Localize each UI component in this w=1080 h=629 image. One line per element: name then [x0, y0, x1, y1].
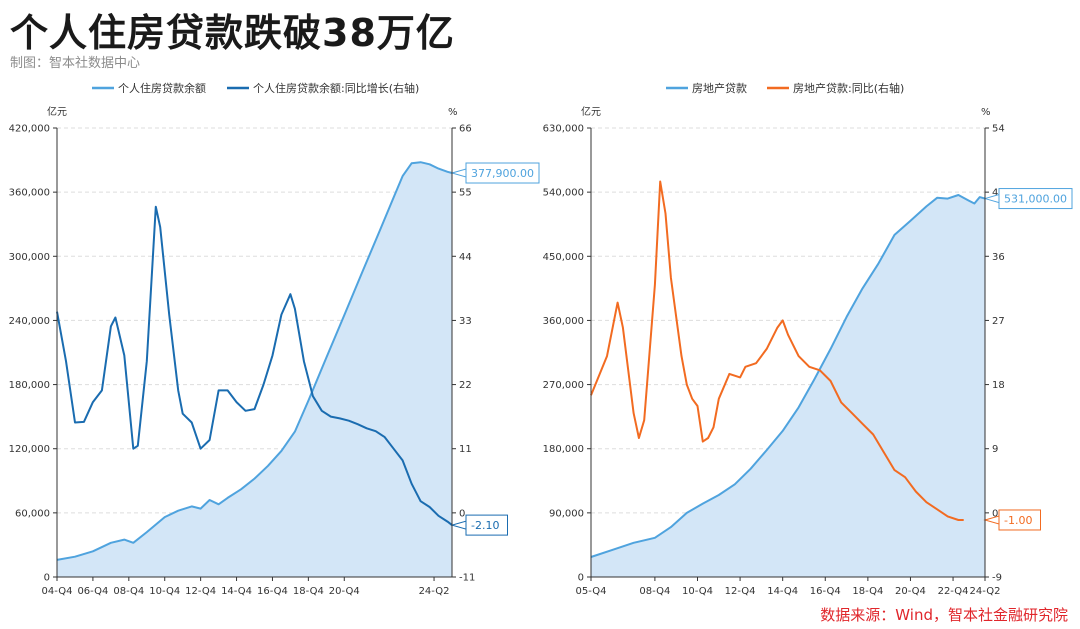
chart2-x-tick-label: 16-Q4: [810, 586, 841, 597]
chart2-x-tick-label: 14-Q4: [767, 586, 798, 597]
chart1-y-right-tick-label: 33: [459, 316, 472, 327]
chart2-x-tick-label: 08-Q4: [639, 586, 670, 597]
chart1-series-2-line: [56, 205, 453, 526]
chart1-y-left-tick-label: 300,000: [9, 252, 50, 263]
chart2-right-unit: %: [981, 107, 991, 118]
chart1-y-right-tick-label: 22: [459, 380, 472, 391]
chart1-legend-label-2: 个人住房贷款余额:同比增长(右轴): [253, 81, 419, 95]
chart1-x-tick-label: 24-Q2: [419, 586, 450, 597]
chart1-series-1-line: [56, 161, 453, 561]
chart1-y-left-tick-label: 360,000: [9, 188, 50, 199]
chart2-y-right-tick-label: 54: [992, 124, 1005, 135]
chart2-y-left-tick-label: 90,000: [549, 508, 584, 519]
page-subtitle: 制图：智本社数据中心: [10, 56, 141, 71]
chart2-series-1-callout-box: [998, 188, 1073, 210]
chart1-series-1-end-label: 377,900.00: [471, 167, 534, 180]
chart2-y-right-tick-label: 9: [992, 444, 998, 455]
chart2-y-left-tick-label: 270,000: [543, 380, 584, 391]
chart2-series-2-callout-box: [998, 509, 1041, 531]
chart2-y-left-tick-label: 540,000: [543, 188, 584, 199]
chart2-y-right-tick-label: 0: [992, 508, 998, 519]
chart1-y-right-tick-label: 11: [459, 444, 472, 455]
chart1-series-1-callout-pointer: [450, 168, 467, 178]
chart2-x-tick-label: 05-Q4: [576, 586, 607, 597]
chart1-series-2-callout-box: [465, 514, 508, 536]
chart2-series-1-line: [590, 194, 986, 558]
chart2-y-left-tick-label: 0: [578, 573, 584, 584]
chart2-series-1-area: [591, 195, 985, 577]
chart2-left-unit: 亿元: [581, 105, 601, 118]
chart2-legend-label-2: 房地产贷款:同比(右轴): [793, 81, 904, 95]
chart1-series-2-callout-pointer: [450, 520, 467, 530]
chart2-y-right-tick-label: 36: [992, 252, 1005, 263]
chart2-x-tick-label: 10-Q4: [682, 586, 713, 597]
chart1-x-tick-label: 12-Q4: [185, 586, 216, 597]
chart2-y-right-tick-label: 27: [992, 316, 1005, 327]
chart1-y-left-tick-label: 420,000: [9, 124, 50, 135]
chart2-legend-label-1: 房地产贷款: [692, 81, 747, 95]
chart1-y-right-tick-label: 44: [459, 252, 472, 263]
chart1-series-1-area: [57, 162, 452, 577]
chart2-x-tick-label: 12-Q4: [725, 586, 756, 597]
chart1-y-right-tick-label: 0: [459, 508, 465, 519]
chart2-x-tick-label: 24-Q2: [970, 586, 1001, 597]
chart2-x-tick-label: 22-Q4: [938, 586, 969, 597]
chart2-y-left-tick-label: 360,000: [543, 316, 584, 327]
chart1-x-tick-label: 20-Q4: [329, 586, 360, 597]
data-source-note: 数据来源：Wind，智本社金融研究院: [820, 606, 1068, 624]
chart1-y-right-tick-label: -11: [459, 573, 475, 584]
chart1-right-unit: %: [448, 107, 458, 118]
chart1-left-unit: 亿元: [47, 105, 67, 118]
chart1-x-tick-label: 10-Q4: [149, 586, 180, 597]
page-title: 个人住房贷款跌破38万亿: [10, 11, 455, 55]
chart1-series-2-end-label: -2.10: [471, 519, 499, 532]
chart1-x-tick-label: 04-Q4: [42, 586, 73, 597]
chart2-y-right-tick-label: -9: [992, 573, 1002, 584]
chart2-series-2-end-label: -1.00: [1004, 514, 1032, 527]
chart2-x-tick-label: 20-Q4: [895, 586, 926, 597]
chart1-legend-label-1: 个人住房贷款余额: [118, 81, 206, 95]
chart1-y-right-tick-label: 55: [459, 188, 472, 199]
chart1-x-tick-label: 14-Q4: [221, 586, 252, 597]
chart1-y-right-tick-label: 66: [459, 124, 472, 135]
chart1-y-left-tick-label: 0: [44, 573, 50, 584]
chart1-series-1-callout-box: [465, 162, 540, 184]
chart1-y-left-tick-label: 60,000: [15, 508, 50, 519]
chart2-x-tick-label: 18-Q4: [852, 586, 883, 597]
chart2-series-1-end-label: 531,000.00: [1004, 193, 1067, 206]
chart1-x-tick-label: 16-Q4: [257, 586, 288, 597]
chart1-x-tick-label: 18-Q4: [293, 586, 324, 597]
chart1-x-tick-label: 08-Q4: [113, 586, 144, 597]
chart1-x-tick-label: 06-Q4: [77, 586, 108, 597]
chart1-y-left-tick-label: 180,000: [9, 380, 50, 391]
chart2-y-right-tick-label: 45: [992, 188, 1005, 199]
chart2-y-left-tick-label: 450,000: [543, 252, 584, 263]
chart2-y-left-tick-label: 180,000: [543, 444, 584, 455]
chart2-y-right-tick-label: 18: [992, 380, 1005, 391]
chart2-y-left-tick-label: 630,000: [543, 124, 584, 135]
chart2-series-2-line: [590, 180, 964, 521]
chart1-y-left-tick-label: 120,000: [9, 444, 50, 455]
chart1-y-left-tick-label: 240,000: [9, 316, 50, 327]
